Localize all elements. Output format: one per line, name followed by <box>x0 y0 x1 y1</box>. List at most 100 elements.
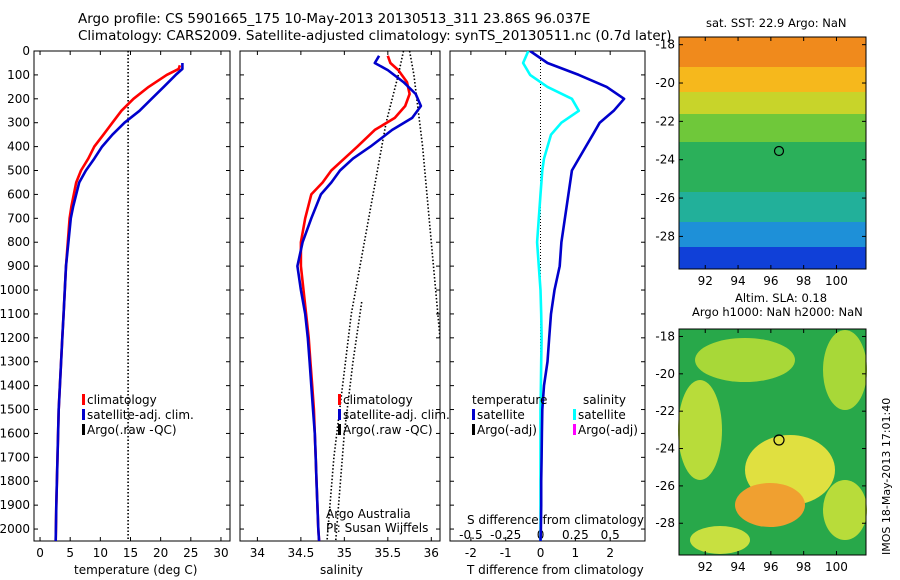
depth-tick-label: 700 <box>7 211 30 225</box>
salinity-axes-box <box>239 50 441 542</box>
difference-legend-salinity: salinity satellite Argo(-adj) <box>573 393 638 438</box>
depth-tick-label: 300 <box>7 116 30 130</box>
legend-sal-argo: Argo(-adj) <box>578 423 638 437</box>
temperature-climatology-line <box>54 64 182 541</box>
depth-tick-label: 1600 <box>0 426 30 440</box>
depth-tick-label: 1000 <box>0 283 30 297</box>
pi-note: PI: Susan Wijffels <box>326 521 429 535</box>
salinity-xtick-label: 35 <box>337 546 352 560</box>
difference-legend-temperature: temperature satellite Argo(-adj) <box>472 393 547 438</box>
salinity-satellite-line <box>296 55 423 541</box>
sla-map-xtick-label: 94 <box>730 560 745 574</box>
salinity-xtick-label: 34 <box>250 546 265 560</box>
depth-tick-label: 1400 <box>0 379 30 393</box>
legend-argo: Argo(.raw -QC) <box>343 423 433 437</box>
salinity-xtick-label: 36 <box>424 546 439 560</box>
salinity-argo-line-mid <box>334 301 363 541</box>
sla-map-xtick-label: 98 <box>796 560 811 574</box>
depth-tick-label: 500 <box>7 164 30 178</box>
depth-tick-label: 800 <box>7 235 30 249</box>
s-difference-xlabel: S difference from climatology <box>467 513 644 527</box>
depth-tick-label: 200 <box>7 92 30 106</box>
t-difference-xlabel: T difference from climatology <box>467 563 644 577</box>
figure-title-line2: Climatology: CARS2009. Satellite-adjuste… <box>78 28 672 44</box>
sst-map-ytick-label: -20 <box>655 76 675 90</box>
legend-climatology: climatology <box>343 393 413 407</box>
temperature-xtick-label: 15 <box>123 546 138 560</box>
salinity-legend: climatology satellite-adj. clim. Argo(.r… <box>338 393 450 438</box>
legend-satellite: satellite-adj. clim. <box>343 408 450 422</box>
argo-australia-note: Argo Australia <box>326 507 411 521</box>
salinity-argo-line-left <box>326 51 405 541</box>
sst-map-ytick-label: -28 <box>655 229 675 243</box>
sst-map-xtick-label: 92 <box>698 274 713 288</box>
legend-sal-head: salinity <box>583 393 627 407</box>
difference-xtick-label: 1 <box>572 546 580 560</box>
salinity-argo-line-right <box>408 51 440 338</box>
legend-temp-head: temperature <box>472 393 548 407</box>
depth-tick-label: 1500 <box>0 403 30 417</box>
sla-map-ytick-label: -28 <box>655 516 675 530</box>
depth-tick-label: 100 <box>7 68 30 82</box>
depth-tick-label: 600 <box>7 187 30 201</box>
sst-map-ytick-label: -22 <box>655 114 675 128</box>
sla-map-ytick-label: -18 <box>655 329 675 343</box>
depth-tick-label: 1800 <box>0 474 30 488</box>
legend-temp-satellite: satellite <box>477 408 525 422</box>
sst-map-ytick-label: -18 <box>655 38 675 52</box>
sla-map-ytick-label: -26 <box>655 479 675 493</box>
difference-s-tick-label: 0.25 <box>562 528 589 542</box>
depth-tick-label: 400 <box>7 140 30 154</box>
temperature-xtick-label: 0 <box>36 546 44 560</box>
sla-map-xtick-label: 100 <box>825 560 848 574</box>
difference-s-tick-label: -0.5 <box>459 528 482 542</box>
sla-map-ytick-label: -24 <box>655 442 675 456</box>
legend-climatology: climatology <box>87 393 157 407</box>
salinity-xlabel: salinity <box>320 563 364 577</box>
legend-temp-argo: Argo(-adj) <box>477 423 537 437</box>
sst-map-xtick-label: 96 <box>763 274 778 288</box>
imos-stamp: IMOS 18-May-2013 17:01:40 <box>880 397 893 555</box>
depth-tick-label: 1200 <box>0 331 30 345</box>
sla-map-title1: Altim. SLA: 0.18 <box>735 291 828 305</box>
legend-argo: Argo(.raw -QC) <box>87 423 177 437</box>
temperature-axes-box <box>33 50 231 542</box>
difference-xtick-label: 2 <box>606 546 614 560</box>
figure-title-line1: Argo profile: CS 5901665_175 10-May-2013… <box>78 11 591 27</box>
sst-map <box>678 36 867 270</box>
temperature-legend: climatology satellite-adj. clim. Argo(.r… <box>82 393 194 438</box>
depth-tick-label: 0 <box>22 44 30 58</box>
temperature-xlabel: temperature (deg C) <box>74 563 198 577</box>
difference-xtick-label: -1 <box>500 546 512 560</box>
difference-xtick-label: 0 <box>537 546 545 560</box>
depth-tick-label: 900 <box>7 259 30 273</box>
difference-s-tick-label: -0.25 <box>490 528 521 542</box>
argo-position-marker-sla <box>773 434 785 446</box>
temperature-satellite-line <box>54 63 184 541</box>
depth-tick-label: 1100 <box>0 307 30 321</box>
difference-s-tick-label: 0.5 <box>601 528 620 542</box>
salinity-xtick-label: 34.5 <box>288 546 315 560</box>
difference-s-satellite-line <box>521 51 581 541</box>
sla-map <box>678 328 867 556</box>
temperature-xtick-label: 25 <box>183 546 198 560</box>
salinity-xtick-label: 35.5 <box>374 546 401 560</box>
sla-map-xtick-label: 92 <box>698 560 713 574</box>
sst-map-title: sat. SST: 22.9 Argo: NaN <box>706 16 847 30</box>
temperature-xtick-label: 5 <box>66 546 74 560</box>
temperature-xtick-label: 30 <box>213 546 228 560</box>
sla-map-xtick-label: 96 <box>763 560 778 574</box>
depth-tick-label: 1900 <box>0 498 30 512</box>
sst-map-ytick-label: -24 <box>655 153 675 167</box>
difference-axes-box <box>449 50 646 542</box>
legend-satellite: satellite-adj. clim. <box>87 408 194 422</box>
difference-xtick-label: -2 <box>465 546 477 560</box>
difference-t-satellite-line <box>529 51 626 541</box>
sla-map-ytick-label: -22 <box>655 404 675 418</box>
sst-map-xtick-label: 98 <box>796 274 811 288</box>
depth-tick-label: 1300 <box>0 355 30 369</box>
sst-map-xtick-label: 100 <box>825 274 848 288</box>
temperature-xtick-label: 10 <box>93 546 108 560</box>
sla-map-ytick-label: -20 <box>655 367 675 381</box>
